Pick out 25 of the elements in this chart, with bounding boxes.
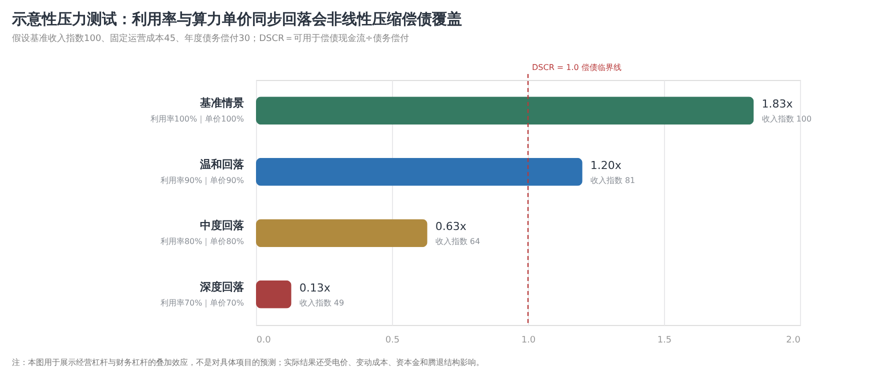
text: 利用率70%｜单价70% [160, 298, 244, 308]
x-tick-label: 0.0 [256, 336, 272, 346]
y-tick-label: 基准情景 [199, 96, 244, 110]
x-tick-label: 1.0 [521, 336, 536, 346]
annotation: 收入指数 64 [435, 237, 480, 246]
chart-title: 示意性压力测试：利用率与算力单价同步回落会非线性压缩偿债覆盖 [11, 10, 462, 28]
ref-line-label: DSCR = 1.0 偿债临界线 [532, 63, 622, 72]
text: 注：本图用于展示经营杠杆与财务杠杆的叠加效应，不是对具体项目的预测；实际结果还受电价、变动成本、资本金和腾退结构影响。 [12, 358, 484, 367]
x-tick-label: 1.5 [657, 336, 672, 346]
text: 利用率90%｜单价90% [160, 176, 244, 185]
y-tick-label: 温和回落 [199, 158, 245, 171]
text: 利用率100%｜单价100% [150, 114, 244, 124]
y-tick-label: 深度回落 [199, 280, 245, 294]
annotation: 收入指数 49 [299, 298, 344, 308]
annotation: 收入指数 100 [762, 114, 812, 124]
x-tick-label: 0.5 [385, 336, 400, 346]
annotation: 收入指数 81 [590, 176, 636, 185]
data-label: 0.13x [299, 281, 331, 294]
y-tick-label: 中度回落 [200, 219, 245, 232]
chart-subtitle: 假设基准收入指数100、固定运营成本45、年度债务偿付30；DSCR＝可用于偿债现金流÷债务偿付 [12, 33, 409, 44]
data-label: 0.63x [435, 220, 467, 234]
x-tick-label: 2.0 [786, 336, 801, 346]
data-label: 1.83x [762, 98, 794, 111]
data-label: 1.20x [590, 158, 622, 172]
text: 利用率80%｜单价80% [160, 237, 244, 246]
